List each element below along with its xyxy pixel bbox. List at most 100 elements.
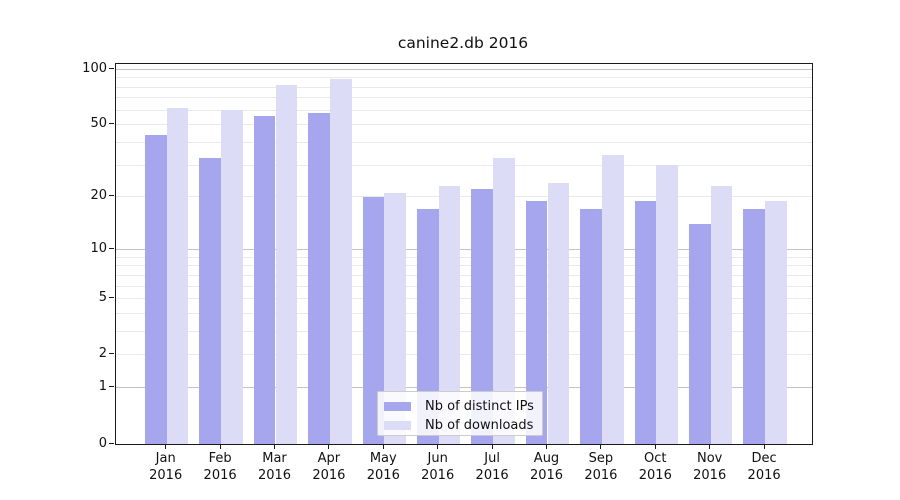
x-tick-month: Feb (208, 451, 232, 466)
gridline-major (116, 68, 812, 70)
x-tick-year: 2016 (203, 468, 237, 483)
x-tick-year: 2016 (529, 468, 564, 483)
x-tick-month: Jan (155, 451, 176, 466)
x-tick-label: Jul 2016 (457, 450, 527, 484)
bar-nb-of-distinct-ips (308, 112, 330, 444)
x-tick-month: Nov (697, 451, 723, 466)
bar-nb-of-downloads (221, 110, 243, 444)
x-tick-year: 2016 (149, 468, 183, 483)
x-tick-month: May (369, 451, 397, 466)
gridline-minor (116, 274, 812, 276)
y-tick-label: 100 (82, 60, 107, 76)
x-tick-mark (274, 444, 275, 449)
x-tick-mark (491, 444, 493, 449)
x-tick-mark (654, 444, 656, 449)
x-tick-year: 2016 (693, 468, 727, 483)
legend-entry: Nb of downloads (384, 416, 542, 434)
y-tick-mark (109, 247, 114, 249)
x-tick-month: Sep (588, 451, 614, 466)
gridline-minor (116, 256, 812, 258)
legend: Nb of distinct IPs Nb of downloads (377, 391, 543, 436)
bar-nb-of-downloads (166, 107, 189, 444)
x-tick-label: Aug 2016 (512, 450, 582, 484)
x-tick-month: Apr (317, 451, 341, 466)
legend-swatch (384, 420, 411, 430)
x-tick-year: 2016 (638, 468, 672, 483)
x-tick-month: Oct (644, 451, 667, 466)
x-tick-label: Sep 2016 (566, 450, 636, 484)
gridline-minor (116, 265, 812, 267)
gridline-minor (116, 97, 812, 99)
legend-entry-label: Nb of distinct IPs (425, 398, 534, 414)
gridline-minor (116, 77, 812, 79)
x-tick-mark (763, 444, 765, 449)
y-tick-mark (109, 386, 114, 388)
x-tick-year: 2016 (584, 468, 618, 483)
legend-entry: Nb of distinct IPs (384, 397, 542, 415)
x-tick-label: Mar 2016 (240, 450, 310, 484)
legend-entry-label: Nb of downloads (425, 417, 534, 433)
bar-nb-of-distinct-ips (471, 189, 494, 444)
gridline-minor (116, 109, 812, 111)
y-tick-mark (109, 67, 114, 69)
x-tick-mark (165, 444, 167, 449)
bar-nb-of-downloads (656, 165, 679, 444)
y-tick-label: 2 (98, 346, 107, 362)
gridline-minor (116, 354, 812, 356)
x-tick-year: 2016 (257, 468, 292, 483)
x-tick-month: Dec (751, 451, 777, 466)
gridline-major (116, 387, 812, 389)
x-tick-year: 2016 (312, 468, 346, 483)
bar-nb-of-distinct-ips (253, 115, 276, 444)
x-tick-mark (219, 444, 221, 449)
bar-nb-of-downloads (329, 78, 352, 444)
y-tick-mark (109, 442, 114, 444)
chart-title: canine2.db 2016 (397, 34, 529, 52)
bar-nb-of-distinct-ips (634, 200, 657, 444)
x-tick-mark (437, 444, 439, 449)
x-tick-label: Oct 2016 (620, 450, 690, 484)
bar-nb-of-downloads (275, 85, 298, 444)
bar-nb-of-distinct-ips (362, 196, 385, 444)
x-tick-mark (600, 444, 602, 449)
bar-nb-of-downloads (493, 157, 515, 444)
gridline-major (116, 248, 812, 250)
bar-nb-of-downloads (710, 185, 733, 444)
gridline-minor (116, 124, 812, 126)
x-tick-year: 2016 (366, 468, 400, 483)
gridline-minor (116, 298, 812, 300)
bar-nb-of-distinct-ips (688, 224, 711, 444)
y-tick-mark (109, 195, 114, 197)
y-tick-mark (109, 123, 114, 125)
x-tick-month: Aug (533, 451, 560, 466)
gridline-minor (116, 86, 812, 88)
x-tick-mark (328, 444, 330, 449)
x-tick-mark (546, 444, 547, 449)
gridline-minor (116, 312, 812, 314)
y-tick-mark (109, 353, 114, 355)
x-tick-label: Dec 2016 (729, 450, 799, 484)
plot-area (115, 63, 813, 445)
x-tick-month: Jun (427, 451, 448, 466)
y-tick-label: 20 (90, 188, 107, 204)
x-tick-label: Nov 2016 (675, 450, 745, 484)
x-tick-year: 2016 (747, 468, 781, 483)
bar-nb-of-downloads (765, 200, 787, 444)
gridline-minor (116, 285, 812, 287)
bar-nb-of-distinct-ips (743, 209, 766, 444)
x-tick-year: 2016 (475, 468, 509, 483)
x-tick-month: Jul (484, 451, 500, 466)
bar-nb-of-distinct-ips (199, 157, 222, 444)
x-tick-label: Jun 2016 (403, 450, 473, 484)
bar-nb-of-distinct-ips (416, 209, 439, 444)
x-tick-mark (382, 444, 384, 449)
y-tick-mark (109, 297, 114, 299)
x-tick-label: May 2016 (348, 450, 418, 484)
bar-nb-of-downloads (438, 185, 461, 444)
y-tick-label: 0 (98, 435, 107, 451)
y-tick-label: 50 (90, 116, 107, 132)
y-tick-label: 5 (98, 290, 107, 306)
gridline-minor (116, 164, 812, 166)
bar-nb-of-downloads (384, 193, 407, 444)
